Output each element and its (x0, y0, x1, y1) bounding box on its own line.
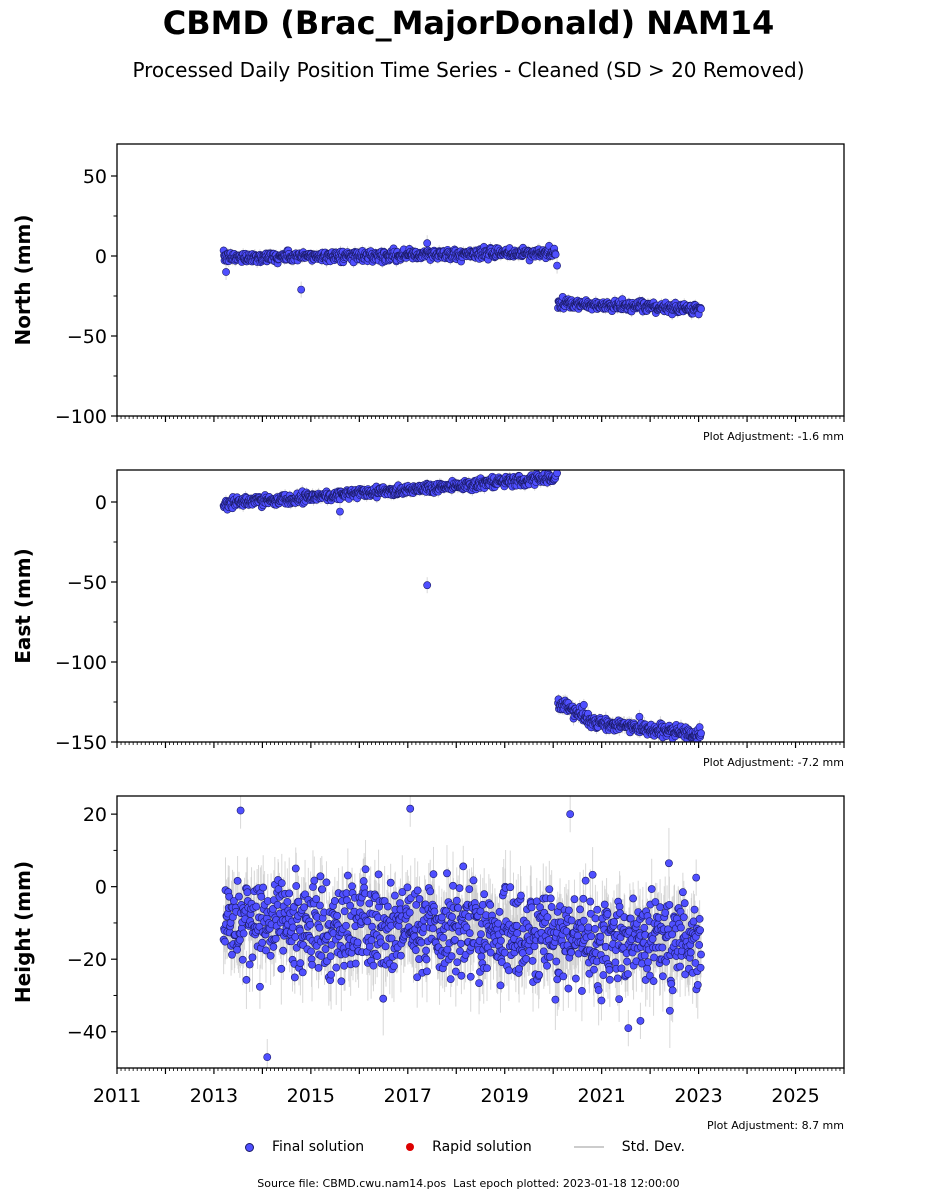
north-data-point (551, 250, 560, 259)
north-data-point (222, 268, 230, 276)
north-ytick-label: 0 (95, 246, 107, 268)
east-ytick-label: 0 (95, 492, 107, 514)
east-ytick-label: −100 (55, 652, 107, 674)
north-series (219, 235, 705, 321)
north-ytick-label: −50 (67, 326, 107, 348)
chart-title: CBMD (Brac_MajorDonald) NAM14 (162, 4, 775, 42)
east-series (219, 470, 705, 742)
north-ytick-label: 50 (83, 166, 107, 188)
east-ytick-label: −50 (67, 572, 107, 594)
north-data-point (553, 261, 561, 270)
east-ytick-label: −150 (55, 732, 107, 754)
north-data-point (297, 285, 306, 294)
east-panel: 0 −50 −100 −150 East (mm) (11, 469, 845, 754)
north-ylabel: North (mm) (11, 214, 35, 345)
north-data-point (697, 305, 705, 313)
north-ytick-label: −100 (55, 406, 107, 428)
height-series (219, 796, 705, 1068)
east-ylabel: East (mm) (11, 548, 35, 664)
north-data-point (423, 239, 432, 248)
east-data-point (579, 700, 588, 709)
chart-subtitle: Processed Daily Position Time Series - C… (132, 58, 805, 82)
east-data-point (336, 507, 344, 516)
east-data-point (697, 729, 705, 738)
east-data-point (423, 581, 432, 590)
east-data-point (553, 470, 561, 478)
north-panel: 50 0 −50 −100 North (mm) (11, 143, 845, 428)
